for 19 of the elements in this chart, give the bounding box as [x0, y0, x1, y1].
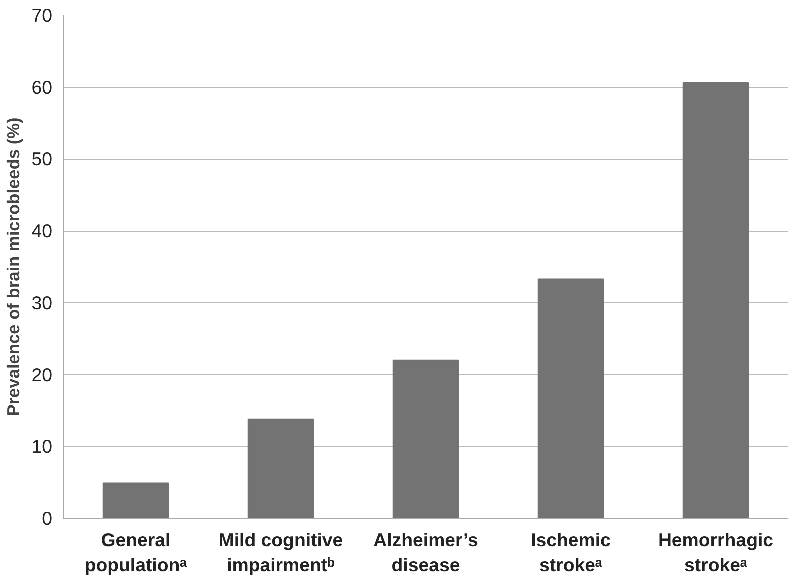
y-tick-label: 20 — [32, 364, 53, 386]
y-axis-title: Prevalence of brain microbleeds (%) — [4, 118, 24, 416]
x-tick-label: Hemorrhagic strokeᵃ — [658, 530, 774, 576]
bar — [538, 278, 604, 518]
x-tick-label: Ischemic strokeᵃ — [531, 530, 611, 576]
y-tick-label: 50 — [32, 148, 53, 170]
y-tick-label: 0 — [42, 508, 53, 529]
bar — [248, 418, 314, 518]
y-tick-label: 60 — [32, 76, 53, 98]
bar — [102, 482, 170, 518]
y-tick-label: 70 — [32, 5, 53, 26]
y-tick-label: 10 — [32, 436, 53, 458]
y-tick-label: 30 — [32, 292, 53, 314]
x-tick-label: General populationᵃ — [84, 530, 188, 576]
bar — [682, 82, 750, 518]
x-tick-label: Alzheimer’s disease — [374, 530, 478, 576]
y-tick-label: 40 — [32, 220, 53, 242]
x-tick-label: Mild cognitive impairmentᵇ — [218, 530, 344, 576]
bar — [392, 360, 460, 518]
